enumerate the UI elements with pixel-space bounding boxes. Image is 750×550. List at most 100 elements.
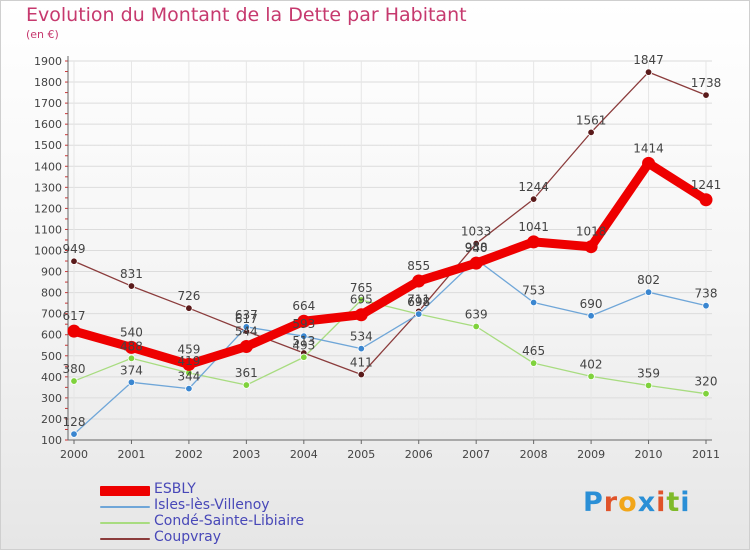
data-label-isles-l-s-villenoy: 344 bbox=[177, 370, 200, 384]
x-tick-label: 2009 bbox=[577, 448, 605, 461]
data-point-cond-sainte-libiaire bbox=[644, 381, 653, 390]
data-point-esbly bbox=[584, 240, 598, 254]
data-label-isles-l-s-villenoy: 534 bbox=[350, 330, 373, 344]
data-label-coupvray: 1847 bbox=[633, 53, 664, 67]
data-label-esbly: 940 bbox=[465, 241, 488, 255]
legend-swatch bbox=[100, 538, 150, 540]
data-label-isles-l-s-villenoy: 802 bbox=[637, 273, 660, 287]
data-label-esbly: 1241 bbox=[691, 178, 722, 192]
y-tick-label: 100 bbox=[41, 434, 62, 447]
data-label-cond-sainte-libiaire: 402 bbox=[580, 357, 603, 371]
y-tick-label: 1700 bbox=[34, 97, 62, 110]
data-point-isles-l-s-villenoy bbox=[644, 288, 653, 296]
data-label-coupvray: 949 bbox=[63, 242, 86, 256]
x-tick-label: 2000 bbox=[60, 448, 88, 461]
data-label-cond-sainte-libiaire: 380 bbox=[63, 362, 86, 376]
data-label-isles-l-s-villenoy: 593 bbox=[292, 317, 315, 331]
data-label-esbly: 617 bbox=[63, 309, 86, 323]
data-point-esbly bbox=[124, 340, 138, 354]
data-point-esbly bbox=[297, 314, 311, 328]
data-label-isles-l-s-villenoy: 958 bbox=[465, 240, 488, 254]
data-label-coupvray: 411 bbox=[350, 356, 373, 370]
data-label-isles-l-s-villenoy: 637 bbox=[235, 308, 258, 322]
legend-swatch bbox=[100, 522, 150, 524]
data-point-esbly bbox=[67, 324, 81, 338]
data-point-esbly bbox=[699, 193, 713, 207]
y-tick-label: 400 bbox=[41, 371, 62, 384]
y-tick-label: 900 bbox=[41, 266, 62, 279]
data-label-isles-l-s-villenoy: 738 bbox=[695, 287, 718, 301]
data-label-isles-l-s-villenoy: 374 bbox=[120, 363, 143, 377]
logo-letter: t bbox=[666, 487, 681, 518]
data-label-cond-sainte-libiaire: 639 bbox=[465, 308, 488, 322]
data-point-cond-sainte-libiaire bbox=[70, 377, 78, 385]
y-tick-label: 1400 bbox=[34, 160, 62, 173]
legend-label: Condé-Sainte-Libiaire bbox=[154, 513, 305, 529]
data-point-isles-l-s-villenoy bbox=[587, 312, 595, 320]
y-tick-label: 1600 bbox=[34, 118, 62, 131]
x-tick-label: 2006 bbox=[405, 448, 433, 461]
data-label-coupvray: 831 bbox=[120, 267, 143, 281]
data-label-esbly: 1018 bbox=[576, 225, 607, 239]
data-label-cond-sainte-libiaire: 493 bbox=[292, 338, 315, 352]
y-tick-label: 700 bbox=[41, 308, 62, 321]
x-tick-label: 2007 bbox=[462, 448, 490, 461]
data-label-isles-l-s-villenoy: 698 bbox=[407, 295, 430, 309]
data-point-coupvray bbox=[185, 304, 193, 312]
data-point-cond-sainte-libiaire bbox=[529, 359, 538, 367]
data-point-coupvray bbox=[644, 68, 653, 76]
x-tick-label: 2001 bbox=[117, 448, 145, 461]
data-label-coupvray: 726 bbox=[177, 289, 200, 303]
data-label-isles-l-s-villenoy: 128 bbox=[63, 415, 86, 429]
data-label-cond-sainte-libiaire: 320 bbox=[695, 375, 718, 389]
data-label-cond-sainte-libiaire: 359 bbox=[637, 366, 660, 380]
data-label-cond-sainte-libiaire: 698 bbox=[407, 295, 430, 309]
data-label-coupvray: 513 bbox=[292, 334, 315, 348]
data-point-coupvray bbox=[357, 370, 365, 379]
legend-label: Coupvray bbox=[154, 529, 222, 545]
data-point-isles-l-s-villenoy bbox=[702, 301, 710, 310]
logo-letter: i bbox=[656, 487, 667, 518]
logo-letter: x bbox=[637, 487, 657, 518]
data-point-cond-sainte-libiaire bbox=[127, 354, 136, 363]
y-tick-label: 1800 bbox=[34, 76, 62, 89]
data-point-coupvray bbox=[472, 239, 480, 248]
data-label-esbly: 459 bbox=[177, 342, 200, 356]
data-point-esbly bbox=[182, 357, 196, 371]
data-point-cond-sainte-libiaire bbox=[357, 296, 365, 304]
y-tick-label: 200 bbox=[41, 413, 62, 426]
logo-letter: i bbox=[680, 487, 691, 518]
logo-letter: r bbox=[603, 487, 619, 518]
y-tick-label: 1100 bbox=[34, 223, 62, 236]
proxiti-logo: Proxiti bbox=[583, 487, 691, 518]
data-label-esbly: 855 bbox=[407, 259, 430, 273]
data-point-isles-l-s-villenoy bbox=[300, 332, 308, 340]
data-label-esbly: 544 bbox=[235, 325, 258, 339]
x-tick-label: 2005 bbox=[347, 448, 375, 461]
y-tick-label: 1200 bbox=[34, 202, 62, 215]
data-point-isles-l-s-villenoy bbox=[242, 323, 251, 331]
y-tick-label: 1300 bbox=[34, 181, 62, 194]
data-label-esbly: 1414 bbox=[633, 141, 664, 155]
data-point-esbly bbox=[354, 308, 368, 322]
data-label-coupvray: 1738 bbox=[691, 76, 722, 90]
x-tick-label: 2002 bbox=[175, 448, 203, 461]
y-tick-label: 500 bbox=[41, 350, 62, 363]
x-tick-label: 2010 bbox=[635, 448, 663, 461]
chart-subtitle: (en €) bbox=[26, 28, 59, 41]
series-line-coupvray bbox=[73, 71, 707, 376]
data-point-esbly bbox=[469, 256, 483, 270]
y-tick-label: 800 bbox=[41, 287, 62, 300]
data-point-isles-l-s-villenoy bbox=[127, 378, 136, 387]
x-tick-label: 2003 bbox=[232, 448, 260, 461]
data-point-cond-sainte-libiaire bbox=[587, 372, 595, 381]
data-point-coupvray bbox=[70, 257, 78, 265]
data-label-cond-sainte-libiaire: 361 bbox=[235, 366, 258, 380]
data-point-isles-l-s-villenoy bbox=[529, 298, 538, 307]
chart-title: Evolution du Montant de la Dette par Hab… bbox=[26, 4, 467, 26]
data-label-coupvray: 1561 bbox=[576, 113, 607, 127]
x-tick-label: 2004 bbox=[290, 448, 318, 461]
series-line-cond-sainte-libiaire bbox=[73, 299, 707, 395]
data-label-cond-sainte-libiaire: 419 bbox=[177, 354, 200, 368]
